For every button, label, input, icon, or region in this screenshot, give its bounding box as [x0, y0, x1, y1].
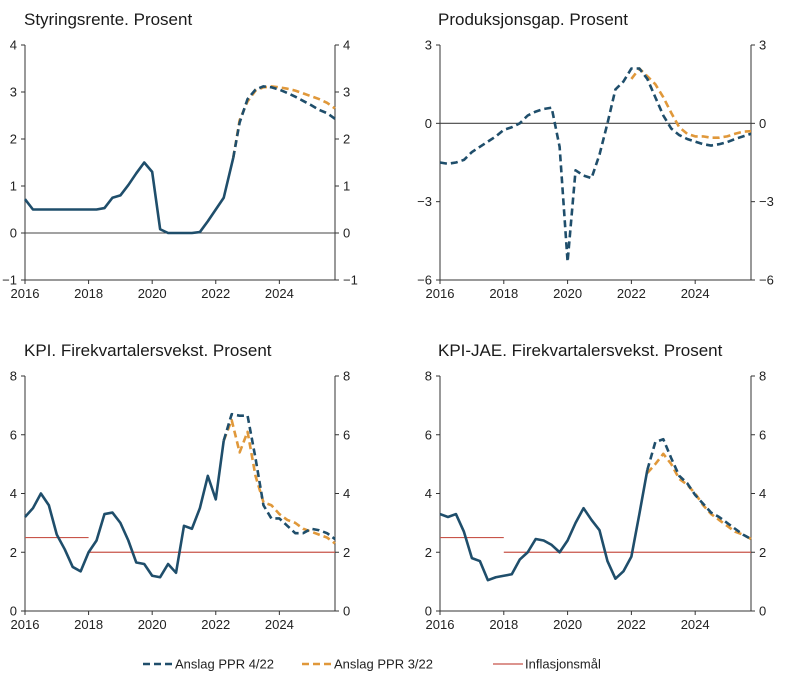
y-tick-label-left: 3 — [10, 85, 17, 100]
x-tick-label: 2016 — [426, 286, 455, 301]
chart-title: KPI-JAE. Firekvartalersvekst. Prosent — [438, 341, 723, 360]
x-tick-label: 2024 — [681, 617, 710, 632]
x-tick-label: 2016 — [11, 617, 40, 632]
chart-title: Produksjonsgap. Prosent — [438, 10, 628, 29]
y-tick-label-right: 6 — [759, 427, 766, 442]
y-tick-label-right: 2 — [343, 132, 350, 147]
y-tick-label-left: 4 — [425, 486, 432, 501]
x-tick-label: 2016 — [11, 286, 40, 301]
y-tick-label-right: 6 — [343, 427, 350, 442]
y-tick-label-right: −3 — [759, 194, 774, 209]
y-tick-label-right: 4 — [343, 38, 350, 53]
chart-title: Styringsrente. Prosent — [24, 10, 192, 29]
x-tick-label: 2018 — [489, 286, 518, 301]
y-tick-label-left: −1 — [2, 273, 17, 288]
y-tick-label-right: 2 — [759, 545, 766, 560]
chart-panel-1: Styringsrente. Prosent −1 −1 0 0 1 1 2 2 3 3 4 4 2016… — [2, 10, 358, 301]
y-tick-label-left: 0 — [10, 604, 17, 619]
y-tick-label-right: 0 — [759, 604, 766, 619]
series-ppr-3-22-line — [646, 452, 752, 541]
y-tick-label-left: 0 — [10, 226, 17, 241]
x-tick-label: 2022 — [201, 286, 230, 301]
series-historical-line — [24, 440, 226, 579]
chart-title: KPI. Firekvartalersvekst. Prosent — [24, 341, 272, 360]
series-historical-line — [23, 157, 235, 235]
x-tick-label: 2020 — [553, 286, 582, 301]
y-tick-label-left: 3 — [425, 38, 432, 53]
legend: Anslag PPR 4/22 Anslag PPR 3/22 Inflasjons… — [143, 657, 601, 672]
y-tick-label-right: 1 — [343, 179, 350, 194]
y-tick-label-right: −6 — [759, 273, 774, 288]
y-tick-label-left: −6 — [417, 273, 432, 288]
x-tick-label: 2020 — [138, 617, 167, 632]
y-tick-label-left: 2 — [10, 545, 17, 560]
x-tick-label: 2018 — [74, 286, 103, 301]
series-ppr-3-22-line — [222, 418, 336, 545]
y-tick-label-right: 4 — [343, 486, 350, 501]
y-tick-label-left: 2 — [10, 132, 17, 147]
y-tick-label-left: 1 — [10, 179, 17, 194]
legend-label: Anslag PPR 3/22 — [334, 657, 433, 672]
legend-label: Anslag PPR 4/22 — [175, 657, 274, 672]
y-tick-label-right: 3 — [759, 38, 766, 53]
y-tick-label-left: 2 — [425, 545, 432, 560]
x-tick-label: 2024 — [265, 286, 294, 301]
legend-label: Inflasjonsmål — [525, 657, 601, 672]
y-tick-label-left: 0 — [425, 604, 432, 619]
y-tick-label-right: 2 — [343, 545, 350, 560]
series-ppr-4-22-line — [231, 85, 336, 159]
y-tick-label-right: 0 — [759, 116, 766, 131]
x-tick-label: 2020 — [138, 286, 167, 301]
y-tick-label-right: 8 — [759, 369, 766, 384]
y-tick-label-right: 0 — [343, 226, 350, 241]
x-tick-label: 2024 — [681, 286, 710, 301]
y-tick-label-left: 4 — [10, 486, 17, 501]
y-tick-label-right: −1 — [343, 273, 358, 288]
series-ppr-4-22-line — [222, 412, 336, 541]
y-tick-label-left: 6 — [425, 427, 432, 442]
x-tick-label: 2018 — [74, 617, 103, 632]
y-tick-label-left: 8 — [10, 369, 17, 384]
y-tick-label-left: 0 — [425, 116, 432, 131]
y-tick-label-left: −3 — [417, 194, 432, 209]
series-historical-line — [439, 469, 649, 582]
y-tick-label-right: 8 — [343, 369, 350, 384]
x-tick-label: 2022 — [617, 286, 646, 301]
x-tick-label: 2018 — [489, 617, 518, 632]
x-tick-label: 2016 — [426, 617, 455, 632]
series-ppr-3-22-line — [630, 67, 752, 139]
series-ppr-4-22-line — [439, 67, 752, 264]
x-tick-label: 2024 — [265, 617, 294, 632]
y-tick-label-left: 8 — [425, 369, 432, 384]
chart-panel-2: Produksjonsgap. Prosent −6 −6 −3 −3 0 0 3 3 2016 2… — [417, 10, 774, 301]
x-tick-label: 2020 — [553, 617, 582, 632]
x-tick-label: 2022 — [617, 617, 646, 632]
y-tick-label-right: 3 — [343, 85, 350, 100]
chart-panel-3: KPI. Firekvartalersvekst. Prosent 0 0 2 2 4 4 6… — [10, 341, 350, 632]
y-tick-label-left: 4 — [10, 38, 17, 53]
y-tick-label-left: 6 — [10, 427, 17, 442]
x-tick-label: 2022 — [201, 617, 230, 632]
y-tick-label-right: 0 — [343, 604, 350, 619]
series-ppr-3-22-line — [231, 85, 336, 159]
y-tick-label-right: 4 — [759, 486, 766, 501]
